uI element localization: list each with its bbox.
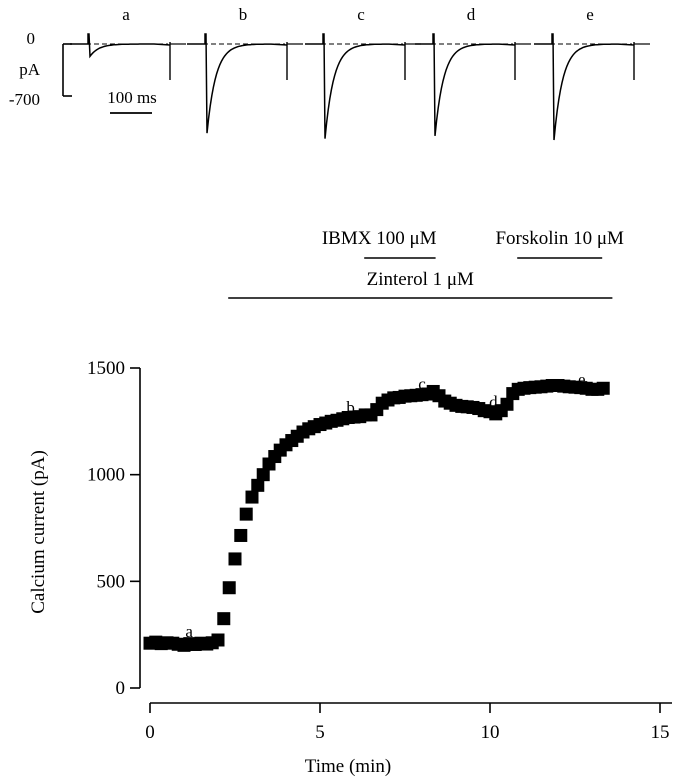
annotation-a: a (185, 622, 193, 641)
y-label-zero: 0 (27, 29, 36, 48)
y-label-minus700: -700 (9, 90, 40, 109)
trace-d (415, 33, 516, 136)
treatment-bars: IBMX 100 μM Forskolin 10 μM Zinterol 1 μM (228, 228, 624, 299)
data-point (217, 612, 231, 626)
data-point (245, 490, 259, 504)
trace-a (70, 33, 171, 59)
trace-a-label: a (122, 5, 130, 24)
current-traces-panel: 0 pA -700 100 ms a b c d e (9, 5, 650, 141)
trace-c-label: c (357, 5, 365, 24)
trace-c (305, 33, 406, 139)
x-tick-label-15: 15 (651, 722, 670, 743)
y-tick-label-1000: 1000 (87, 465, 125, 486)
trace-e (534, 33, 635, 141)
data-point (211, 633, 225, 647)
y-tick-label-500: 500 (97, 571, 126, 592)
data-point (596, 381, 610, 395)
data-point (228, 552, 242, 566)
data-point (234, 528, 248, 542)
y-tick-label-0: 0 (116, 678, 126, 699)
annotation-b: b (346, 398, 355, 417)
x-tick-label-5: 5 (315, 722, 325, 743)
data-point (239, 507, 253, 521)
calcium-current-chart: 0 500 1000 1500 0 5 10 15 Time (min) Calcium c… (28, 358, 672, 777)
x-tick-label-10: 10 (481, 722, 500, 743)
annotation-d: d (489, 392, 498, 411)
y-label-unit: pA (19, 60, 41, 79)
data-point (222, 581, 236, 595)
treatment-label-2: Zinterol 1 μM (367, 269, 474, 290)
data-point (256, 468, 270, 482)
annotation-e: e (578, 370, 586, 389)
x-tick-label-0: 0 (145, 722, 155, 743)
y-axis-label: Calcium current (pA) (28, 450, 49, 614)
annotation-c: c (418, 374, 426, 393)
y-tick-label-1500: 1500 (87, 358, 125, 379)
trace-b (187, 33, 288, 134)
treatment-label-0: IBMX 100 μM (322, 228, 437, 249)
trace-d-label: d (467, 5, 476, 24)
trace-b-label: b (239, 5, 248, 24)
x-axis-label: Time (min) (305, 756, 391, 777)
time-scale-label: 100 ms (107, 88, 157, 107)
treatment-label-1: Forskolin 10 μM (495, 228, 624, 249)
trace-e-label: e (586, 5, 594, 24)
data-point (500, 397, 514, 411)
data-point (251, 478, 265, 492)
